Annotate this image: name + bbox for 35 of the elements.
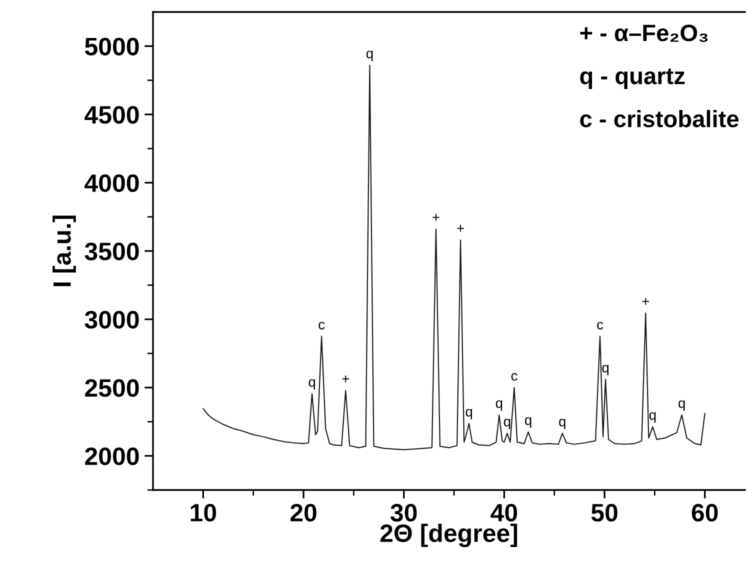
x-tick-label: 60: [692, 504, 718, 522]
annotation: +: [432, 214, 440, 221]
x-tick-label: 40: [490, 504, 518, 522]
x-tick-label: 10: [190, 504, 216, 522]
annotation: q: [559, 418, 566, 430]
annotation: q: [308, 379, 316, 390]
annotation: q: [496, 400, 502, 411]
annotation: q: [524, 417, 532, 428]
y-axis-title: I [a.u.]: [52, 216, 76, 286]
annotation: + - α–Fe₂O₃: [580, 24, 708, 42]
y-tick-label: 4500: [84, 106, 139, 124]
y-tick-label: 2000: [85, 447, 139, 466]
annotation: +: [342, 376, 350, 382]
x-axis-title: 2Θ [degree]: [380, 524, 518, 548]
y-tick-label: 5000: [84, 38, 139, 56]
annotation: q: [678, 400, 685, 411]
y-tick-label: 3500: [84, 242, 139, 260]
y-tick-label: 4000: [84, 174, 139, 192]
annotation: c: [318, 322, 325, 330]
annotation: q: [504, 418, 510, 430]
annotation: c: [597, 322, 604, 330]
annotation: +: [457, 225, 464, 232]
annotation: q: [366, 50, 373, 62]
x-tick-label: 20: [290, 504, 316, 522]
annotation: c - cristobalite: [580, 110, 739, 128]
annotation: q: [466, 408, 472, 420]
annotation: q: [602, 364, 609, 376]
annotation: q - quartz: [580, 68, 685, 89]
y-tick-label: 2500: [85, 379, 139, 397]
annotation: +: [642, 298, 650, 305]
x-tick-label: 50: [591, 504, 618, 522]
y-tick-label: 3000: [84, 310, 139, 329]
x-tick-label: 30: [390, 504, 417, 522]
annotation: c: [511, 373, 518, 381]
annotation: q: [649, 412, 656, 423]
